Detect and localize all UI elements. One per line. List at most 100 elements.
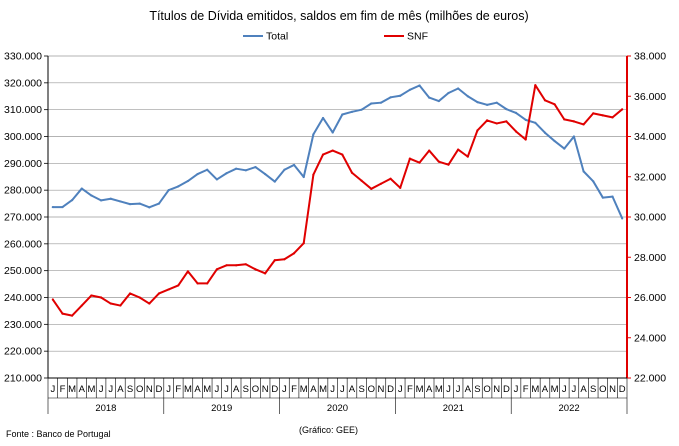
data-point-total <box>244 169 247 172</box>
data-point-snf <box>71 314 74 317</box>
data-point-total <box>148 206 151 209</box>
month-label: J <box>108 384 113 395</box>
left-tick-label: 330.000 <box>4 51 42 63</box>
year-label: 2020 <box>327 403 348 414</box>
data-point-snf <box>283 258 286 261</box>
data-point-total <box>418 84 421 87</box>
data-point-snf <box>514 130 518 133</box>
data-point-total <box>389 96 392 99</box>
month-label: A <box>194 384 201 395</box>
data-point-snf <box>80 304 83 307</box>
data-point-total <box>167 189 170 192</box>
data-point-total <box>235 167 238 170</box>
data-point-total <box>186 179 190 183</box>
month-label: M <box>531 384 539 395</box>
month-label: O <box>252 384 259 395</box>
month-label: J <box>215 384 220 395</box>
data-point-snf <box>177 284 180 287</box>
gridlines <box>48 55 627 379</box>
year-label: 2021 <box>443 403 464 414</box>
month-label: D <box>387 384 394 395</box>
data-point-total <box>138 202 141 205</box>
data-point-snf <box>90 294 93 297</box>
right-tick-label: 26.000 <box>634 292 666 304</box>
month-label: M <box>435 384 443 395</box>
data-point-snf <box>244 263 247 266</box>
left-tick-label: 290.000 <box>4 158 42 170</box>
left-tick-label: 320.000 <box>4 77 42 89</box>
data-point-snf <box>457 148 460 151</box>
right-tick-label: 22.000 <box>634 373 666 385</box>
data-point-snf <box>476 129 479 132</box>
data-point-snf <box>321 153 325 156</box>
data-point-snf <box>273 259 276 262</box>
month-label: A <box>310 384 317 395</box>
data-point-snf <box>292 252 296 255</box>
month-label: S <box>243 384 249 395</box>
chart-title: Títulos de Dívida emitidos, saldos em fi… <box>149 9 528 23</box>
data-point-snf <box>254 268 257 271</box>
data-point-total <box>321 116 325 120</box>
month-label: A <box>542 384 549 395</box>
month-label: A <box>465 384 472 395</box>
data-point-total <box>225 172 228 175</box>
month-label: J <box>224 384 229 395</box>
data-point-snf <box>563 118 566 121</box>
legend-label-snf: SNF <box>407 31 428 43</box>
year-label: 2018 <box>95 403 116 414</box>
data-point-snf <box>582 123 585 126</box>
data-point-snf <box>447 163 450 166</box>
data-point-total <box>495 101 498 104</box>
month-label: A <box>349 384 356 395</box>
data-point-total <box>360 108 363 111</box>
data-point-snf <box>167 288 170 291</box>
data-point-snf <box>437 160 440 163</box>
data-point-total <box>485 103 489 106</box>
month-label: J <box>446 384 451 395</box>
data-point-total <box>611 195 614 198</box>
data-point-snf <box>148 302 151 305</box>
data-point-snf <box>264 272 267 275</box>
data-point-total <box>350 110 354 113</box>
data-point-total <box>505 108 508 111</box>
month-label: S <box>127 384 133 395</box>
month-label: F <box>60 384 66 395</box>
data-point-total <box>466 95 469 98</box>
data-point-total <box>215 178 218 181</box>
month-label: M <box>184 384 192 395</box>
left-tick-label: 280.000 <box>4 185 42 197</box>
data-point-total <box>553 139 556 143</box>
left-tick-label: 240.000 <box>4 292 42 304</box>
month-label: A <box>79 384 86 395</box>
data-point-snf <box>128 292 132 295</box>
data-point-snf <box>196 282 199 285</box>
data-point-snf <box>157 292 161 295</box>
right-tick-label: 38.000 <box>634 51 666 63</box>
left-tick-label: 270.000 <box>4 212 42 224</box>
data-point-snf <box>341 153 344 156</box>
data-point-snf <box>534 84 537 87</box>
data-point-snf <box>119 304 122 307</box>
left-tick-label: 300.000 <box>4 131 42 143</box>
data-point-snf <box>302 242 305 245</box>
month-label: O <box>368 384 375 395</box>
data-point-snf <box>601 114 604 117</box>
month-label: N <box>609 384 616 395</box>
data-point-total <box>399 94 402 97</box>
legend: Total SNF <box>243 31 428 43</box>
data-point-total <box>592 180 595 183</box>
right-y-axis: 22.000 24.000 26.000 28.000 30.000 32.000 34.0… <box>626 51 666 385</box>
data-point-total <box>128 203 132 206</box>
data-point-snf <box>428 149 431 152</box>
data-point-snf <box>350 171 354 174</box>
right-tick-label: 24.000 <box>634 332 666 344</box>
data-point-total <box>61 205 64 209</box>
data-point-total <box>80 187 83 190</box>
month-label: J <box>166 384 171 395</box>
data-point-snf <box>505 120 508 123</box>
left-tick-label: 250.000 <box>4 265 42 277</box>
month-label: O <box>483 384 490 395</box>
right-tick-label: 30.000 <box>634 212 666 224</box>
data-point-total <box>157 202 161 205</box>
data-point-snf <box>99 296 103 299</box>
